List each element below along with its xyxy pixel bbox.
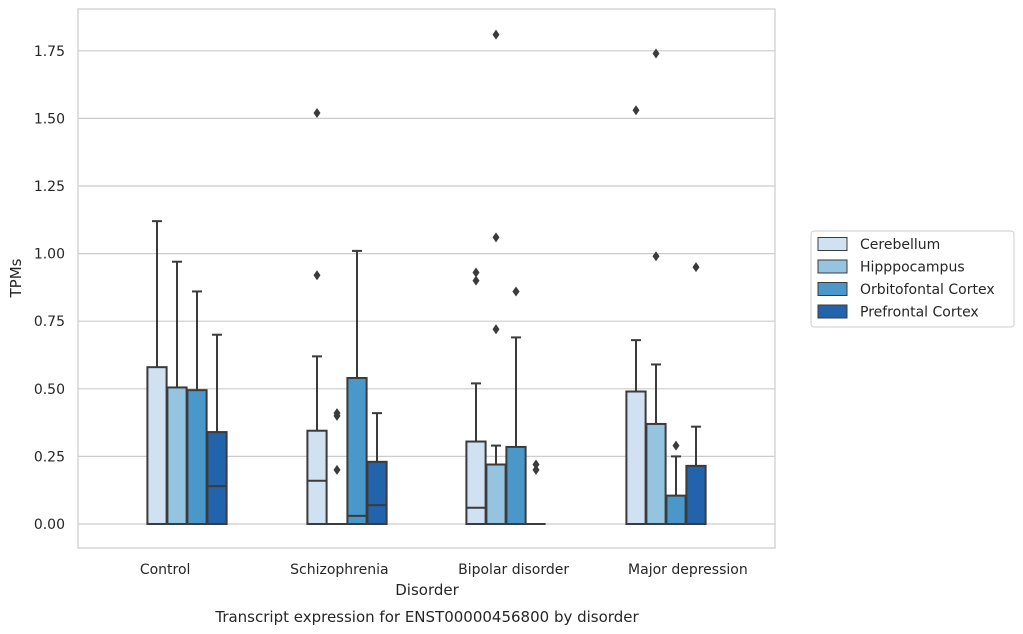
- outlier-point: [472, 275, 480, 286]
- outlier-point: [492, 29, 500, 40]
- box-plot-series: [146, 29, 707, 526]
- box-prefrontal-cortex: [526, 459, 546, 525]
- box-prefrontal-cortex: [685, 262, 707, 526]
- x-tick-label: Schizophrenia: [290, 562, 388, 578]
- outlier-point: [512, 286, 520, 297]
- outlier-point: [672, 440, 680, 451]
- box: [206, 431, 228, 525]
- box-orbitofontal-cortex: [505, 286, 527, 526]
- x-tick-label: Bipolar disorder: [458, 562, 569, 578]
- outlier-point: [532, 464, 540, 475]
- x-tick-label: Major depression: [628, 562, 748, 578]
- legend-swatch: [817, 237, 848, 251]
- outlier-point: [492, 324, 500, 335]
- outlier-point: [472, 267, 480, 278]
- box-hipppocampus: [166, 260, 188, 525]
- box-orbitofontal-cortex: [665, 440, 687, 526]
- box-hipppocampus: [327, 408, 347, 525]
- box: [645, 422, 667, 525]
- box: [166, 386, 188, 525]
- y-tick-label: 1.00: [34, 247, 65, 263]
- box-orbitofontal-cortex: [186, 290, 208, 526]
- y-tick-label: 0.00: [34, 517, 65, 533]
- y-tick-label: 1.25: [34, 179, 65, 195]
- box: [625, 390, 647, 525]
- legend-swatch: [817, 282, 848, 296]
- box-hipppocampus: [485, 29, 507, 525]
- outlier-point: [652, 48, 660, 59]
- box: [186, 389, 208, 526]
- x-axis-tick-labels: Control Schizophrenia Bipolar disorder Majo…: [140, 562, 748, 578]
- outlier-point: [313, 270, 321, 281]
- box: [465, 440, 487, 526]
- box-orbitofontal-cortex: [346, 249, 368, 526]
- box: [146, 366, 168, 525]
- box-cerebellum: [625, 105, 647, 525]
- legend-label: Hipppocampus: [860, 260, 965, 276]
- outlier-point: [333, 408, 341, 419]
- box-cerebellum: [146, 220, 168, 525]
- box: [685, 464, 707, 526]
- box-cerebellum: [306, 107, 328, 526]
- box: [346, 376, 368, 526]
- legend-label: Cerebellum: [860, 237, 940, 253]
- legend-frame: [810, 230, 1015, 328]
- box: [366, 460, 388, 526]
- box-prefrontal-cortex: [366, 412, 388, 526]
- outlier-point: [492, 232, 500, 243]
- legend: Cerebellum Hipppocampus Orbitofontal Corte…: [810, 230, 1015, 328]
- x-tick-label: Control: [140, 562, 191, 578]
- outlier-point: [632, 105, 640, 116]
- y-tick-label: 1.75: [34, 44, 65, 60]
- legend-label: Orbitofontal Cortex: [860, 282, 995, 298]
- box-prefrontal-cortex: [206, 333, 228, 525]
- box: [505, 445, 527, 526]
- outlier-point: [313, 107, 321, 118]
- box: [485, 463, 507, 525]
- outlier-point: [652, 251, 660, 262]
- box: [665, 494, 687, 526]
- outlier-point: [532, 459, 540, 470]
- box-hipppocampus: [645, 48, 667, 525]
- legend-label: Prefrontal Cortex: [860, 305, 979, 321]
- legend-swatch: [817, 304, 848, 319]
- y-axis-title: TPMs: [7, 258, 25, 298]
- y-tick-label: 0.25: [34, 449, 65, 465]
- outlier-point: [692, 262, 700, 273]
- y-tick-label: 0.75: [34, 314, 65, 330]
- legend-swatch: [817, 259, 848, 274]
- plot-frame: [77, 8, 776, 549]
- y-tick-label: 1.50: [34, 111, 65, 127]
- y-tick-label: 0.50: [34, 382, 65, 398]
- y-axis-tick-labels: 0.00 0.25 0.50 0.75 1.00 1.25 1.50 1.75: [34, 44, 65, 533]
- box: [306, 429, 328, 526]
- outlier-point: [333, 464, 341, 475]
- box-cerebellum: [465, 267, 487, 526]
- x-axis-title: Disorder: [395, 581, 459, 599]
- chart-title: Transcript expression for ENST0000045680…: [214, 608, 639, 626]
